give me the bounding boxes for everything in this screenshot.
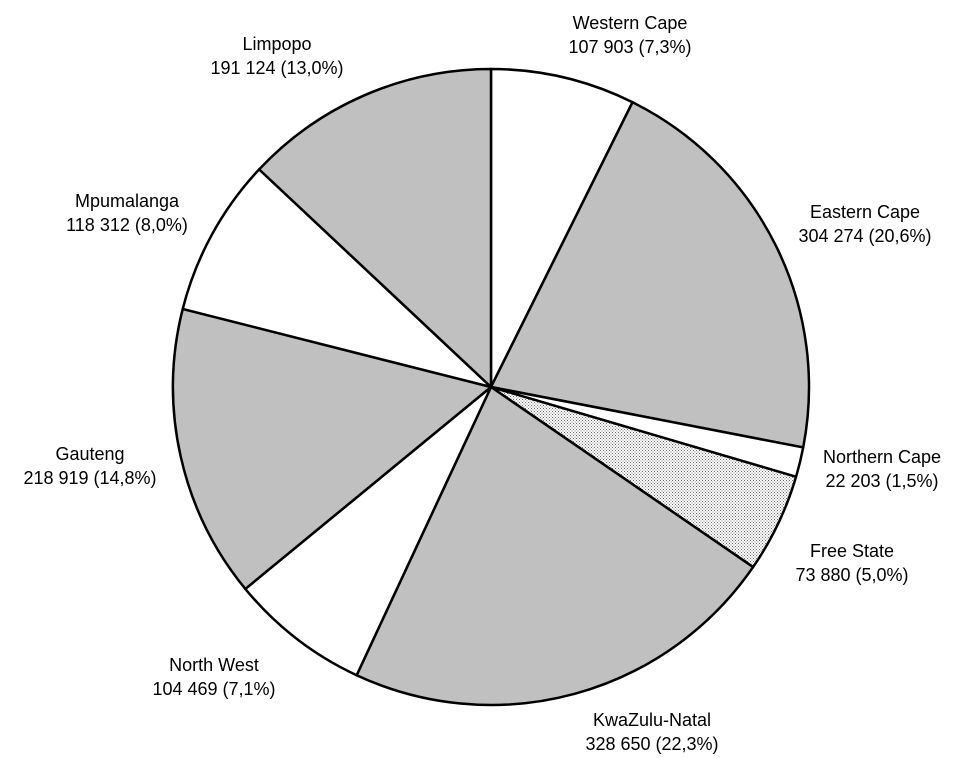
slice-value-eastern-cape: 304 274 (20,6%) — [798, 226, 931, 246]
slice-label-limpopo: Limpopo — [242, 34, 311, 54]
slice-value-gauteng: 218 919 (14,8%) — [23, 468, 156, 488]
slice-label-gauteng: Gauteng — [55, 444, 124, 464]
slice-value-northern-cape: 22 203 (1,5%) — [825, 471, 938, 491]
pie-labels: Western Cape 107 903 (7,3%) Eastern Cape 30… — [23, 13, 941, 754]
slice-value-free-state: 73 880 (5,0%) — [795, 565, 908, 585]
pie-slice-eastern-cape — [489, 100, 811, 449]
slice-label-northern-cape: Northern Cape — [823, 447, 941, 467]
pie-slice-limpopo — [257, 67, 493, 389]
slice-label-north-west: North West — [169, 655, 259, 675]
pie-slice-gauteng — [171, 307, 493, 591]
slice-value-limpopo: 191 124 (13,0%) — [210, 58, 343, 78]
slice-label-kwazulu-natal: KwaZulu-Natal — [593, 710, 711, 730]
slice-value-mpumalanga: 118 312 (8,0%) — [66, 215, 188, 235]
slice-value-western-cape: 107 903 (7,3%) — [568, 37, 691, 57]
pie-slice-kwazulu-natal — [355, 385, 755, 707]
slice-value-north-west: 104 469 (7,1%) — [152, 679, 275, 699]
slice-label-western-cape: Western Cape — [573, 13, 688, 33]
slice-label-mpumalanga: Mpumalanga — [75, 191, 180, 211]
pie-slice-mpumalanga — [181, 168, 493, 389]
slice-label-free-state: Free State — [810, 541, 894, 561]
pie-slice-north-west — [244, 385, 493, 677]
slice-label-eastern-cape: Eastern Cape — [810, 202, 920, 222]
slice-value-kwazulu-natal: 328 650 (22,3%) — [585, 734, 718, 754]
pie-slices — [171, 67, 811, 707]
pie-slice-western-cape — [489, 67, 634, 389]
